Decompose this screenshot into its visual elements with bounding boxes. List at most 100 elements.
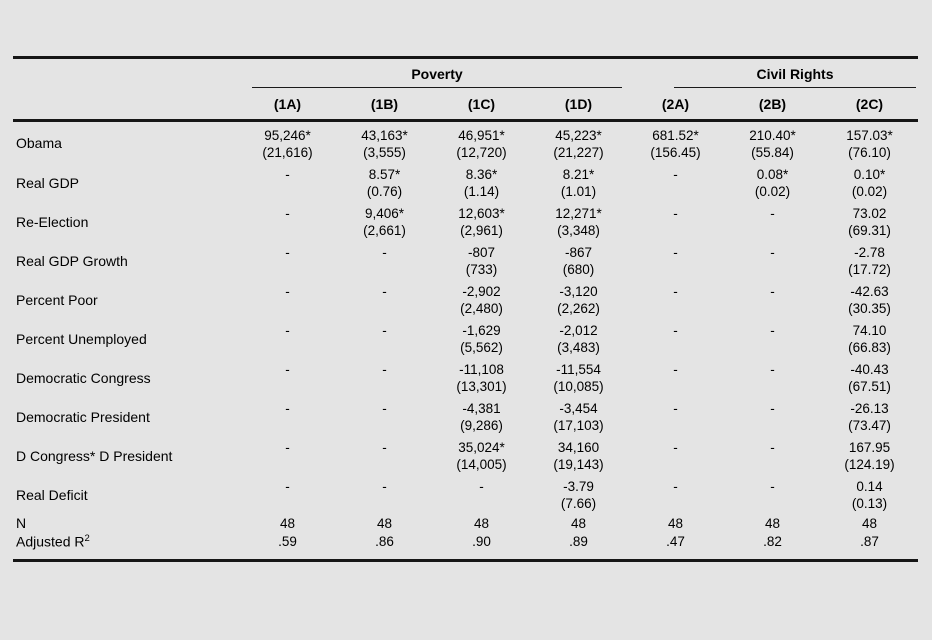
coef-standard-error: (0.76) [366,184,403,199]
coef-cell: 0.10* (0.02) [821,163,918,202]
coef-cell: - [336,241,433,280]
coef-standard-error: (66.83) [848,340,891,355]
coef-cell: - [239,397,336,436]
coef-cell: - [239,436,336,475]
coef-cell: - [239,280,336,319]
coef-empty-dash: - [770,206,775,221]
coef-standard-error: (0.13) [851,496,888,511]
coef-empty-dash: - [382,284,387,299]
model-header-2b: (2B) [724,89,821,122]
stat-value: .59 [278,534,297,549]
coef-cell: -807 (733) [433,241,530,280]
group-header-row: Poverty Civil Rights [13,59,918,89]
model-header-1c: (1C) [433,89,530,122]
coef-cell: 45,223* (21,227) [530,121,627,164]
stat-value: .87 [860,534,879,549]
coef-cell: 8.57* (0.76) [336,163,433,202]
coef-cell: 46,951* (12,720) [433,121,530,164]
row-label: Democratic President [16,408,150,425]
coef-empty-dash: - [770,245,775,260]
coef-value: -2,012 [559,323,598,338]
coef-value: 9,406* [364,206,405,221]
coef-empty-dash: - [285,401,290,416]
stat-value: 48 [861,516,878,531]
coef-cell: 12,271* (3,348) [530,202,627,241]
coef-standard-error: (2,961) [460,223,503,238]
coef-value: -3,454 [559,401,598,416]
coef-value: 8.21* [562,167,595,182]
coef-cell: 0.08* (0.02) [724,163,821,202]
row-label: Percent Unemployed [16,330,147,347]
coef-value: -42.63 [850,284,889,299]
coef-value: 34,160 [557,440,600,455]
coef-cell: -2,902 (2,480) [433,280,530,319]
coef-cell: - [239,358,336,397]
coef-row: Democratic President - - -4,381 (9,286) -3,45… [13,397,918,436]
model-header-1a: (1A) [239,89,336,122]
regression-table: Poverty Civil Rights (1A) (1B) (1C) (1D) [13,59,918,559]
coef-value: 12,603* [458,206,505,221]
coef-value: 95,246* [264,128,311,143]
coef-value: 12,271* [555,206,602,221]
coef-value: -4,381 [462,401,501,416]
coef-cell: - [336,358,433,397]
coef-cell: - [724,358,821,397]
coef-cell: - [724,475,821,514]
coef-cell: - [627,163,724,202]
coef-standard-error: (733) [465,262,498,277]
stat-label: N [13,514,239,532]
stat-value: .89 [569,534,588,549]
coef-cell: -11,108 (13,301) [433,358,530,397]
group-header-civil-rights: Civil Rights [627,59,918,89]
coef-standard-error: (3,483) [557,340,600,355]
coef-empty-dash: - [673,245,678,260]
coef-standard-error: (13,301) [456,379,507,394]
coef-empty-dash: - [285,167,290,182]
coef-row: D Congress* D President - - 35,024* (14,005)… [13,436,918,475]
row-label: Real GDP [16,174,80,191]
coef-cell: 8.36* (1.14) [433,163,530,202]
stat-value: 48 [570,516,587,531]
coef-standard-error: (19,143) [553,457,604,472]
coef-cell: 167.95 (124.19) [821,436,918,475]
coef-value: 681.52* [652,128,699,143]
coef-row: Real GDP - 8.57* (0.76) 8.36* (1.14) 8.21* (1.0… [13,163,918,202]
coef-cell: - [627,280,724,319]
stat-value: .82 [763,534,782,549]
coef-standard-error: (156.45) [650,145,701,160]
coef-cell: - [239,163,336,202]
coef-cell: -2.78 (17.72) [821,241,918,280]
coef-value: -3.79 [563,479,594,494]
coef-cell: - [239,241,336,280]
coef-empty-dash: - [285,479,290,494]
coef-value: 167.95 [848,440,891,455]
coef-cell: - [627,397,724,436]
coef-value: 74.10 [852,323,887,338]
coef-standard-error: (1.01) [560,184,597,199]
row-label: Obama [16,134,62,151]
group-header-poverty-label: Poverty [411,66,463,82]
coef-standard-error: (69.31) [848,223,891,238]
coef-value: -11,554 [556,362,601,377]
stat-value: 48 [376,516,393,531]
coef-value: -807 [467,245,496,260]
coef-standard-error: (0.02) [851,184,888,199]
coef-empty-dash: - [673,440,678,455]
coef-cell: 35,024* (14,005) [433,436,530,475]
coef-empty-dash: - [770,440,775,455]
coef-cell: - [724,241,821,280]
coef-empty-dash: - [673,362,678,377]
coef-cell: -867 (680) [530,241,627,280]
stat-value: .47 [666,534,685,549]
coef-value: -2,902 [462,284,501,299]
coef-standard-error: (124.19) [844,457,895,472]
coef-value: 73.02 [852,206,887,221]
coef-cell: 210.40* (55.84) [724,121,821,164]
stat-value: .86 [375,534,394,549]
coef-cell: - [724,319,821,358]
coef-standard-error: (73.47) [848,418,891,433]
coef-standard-error: (12,720) [456,145,507,160]
coef-cell: 74.10 (66.83) [821,319,918,358]
model-header-spacer [13,89,239,122]
coef-cell: 12,603* (2,961) [433,202,530,241]
